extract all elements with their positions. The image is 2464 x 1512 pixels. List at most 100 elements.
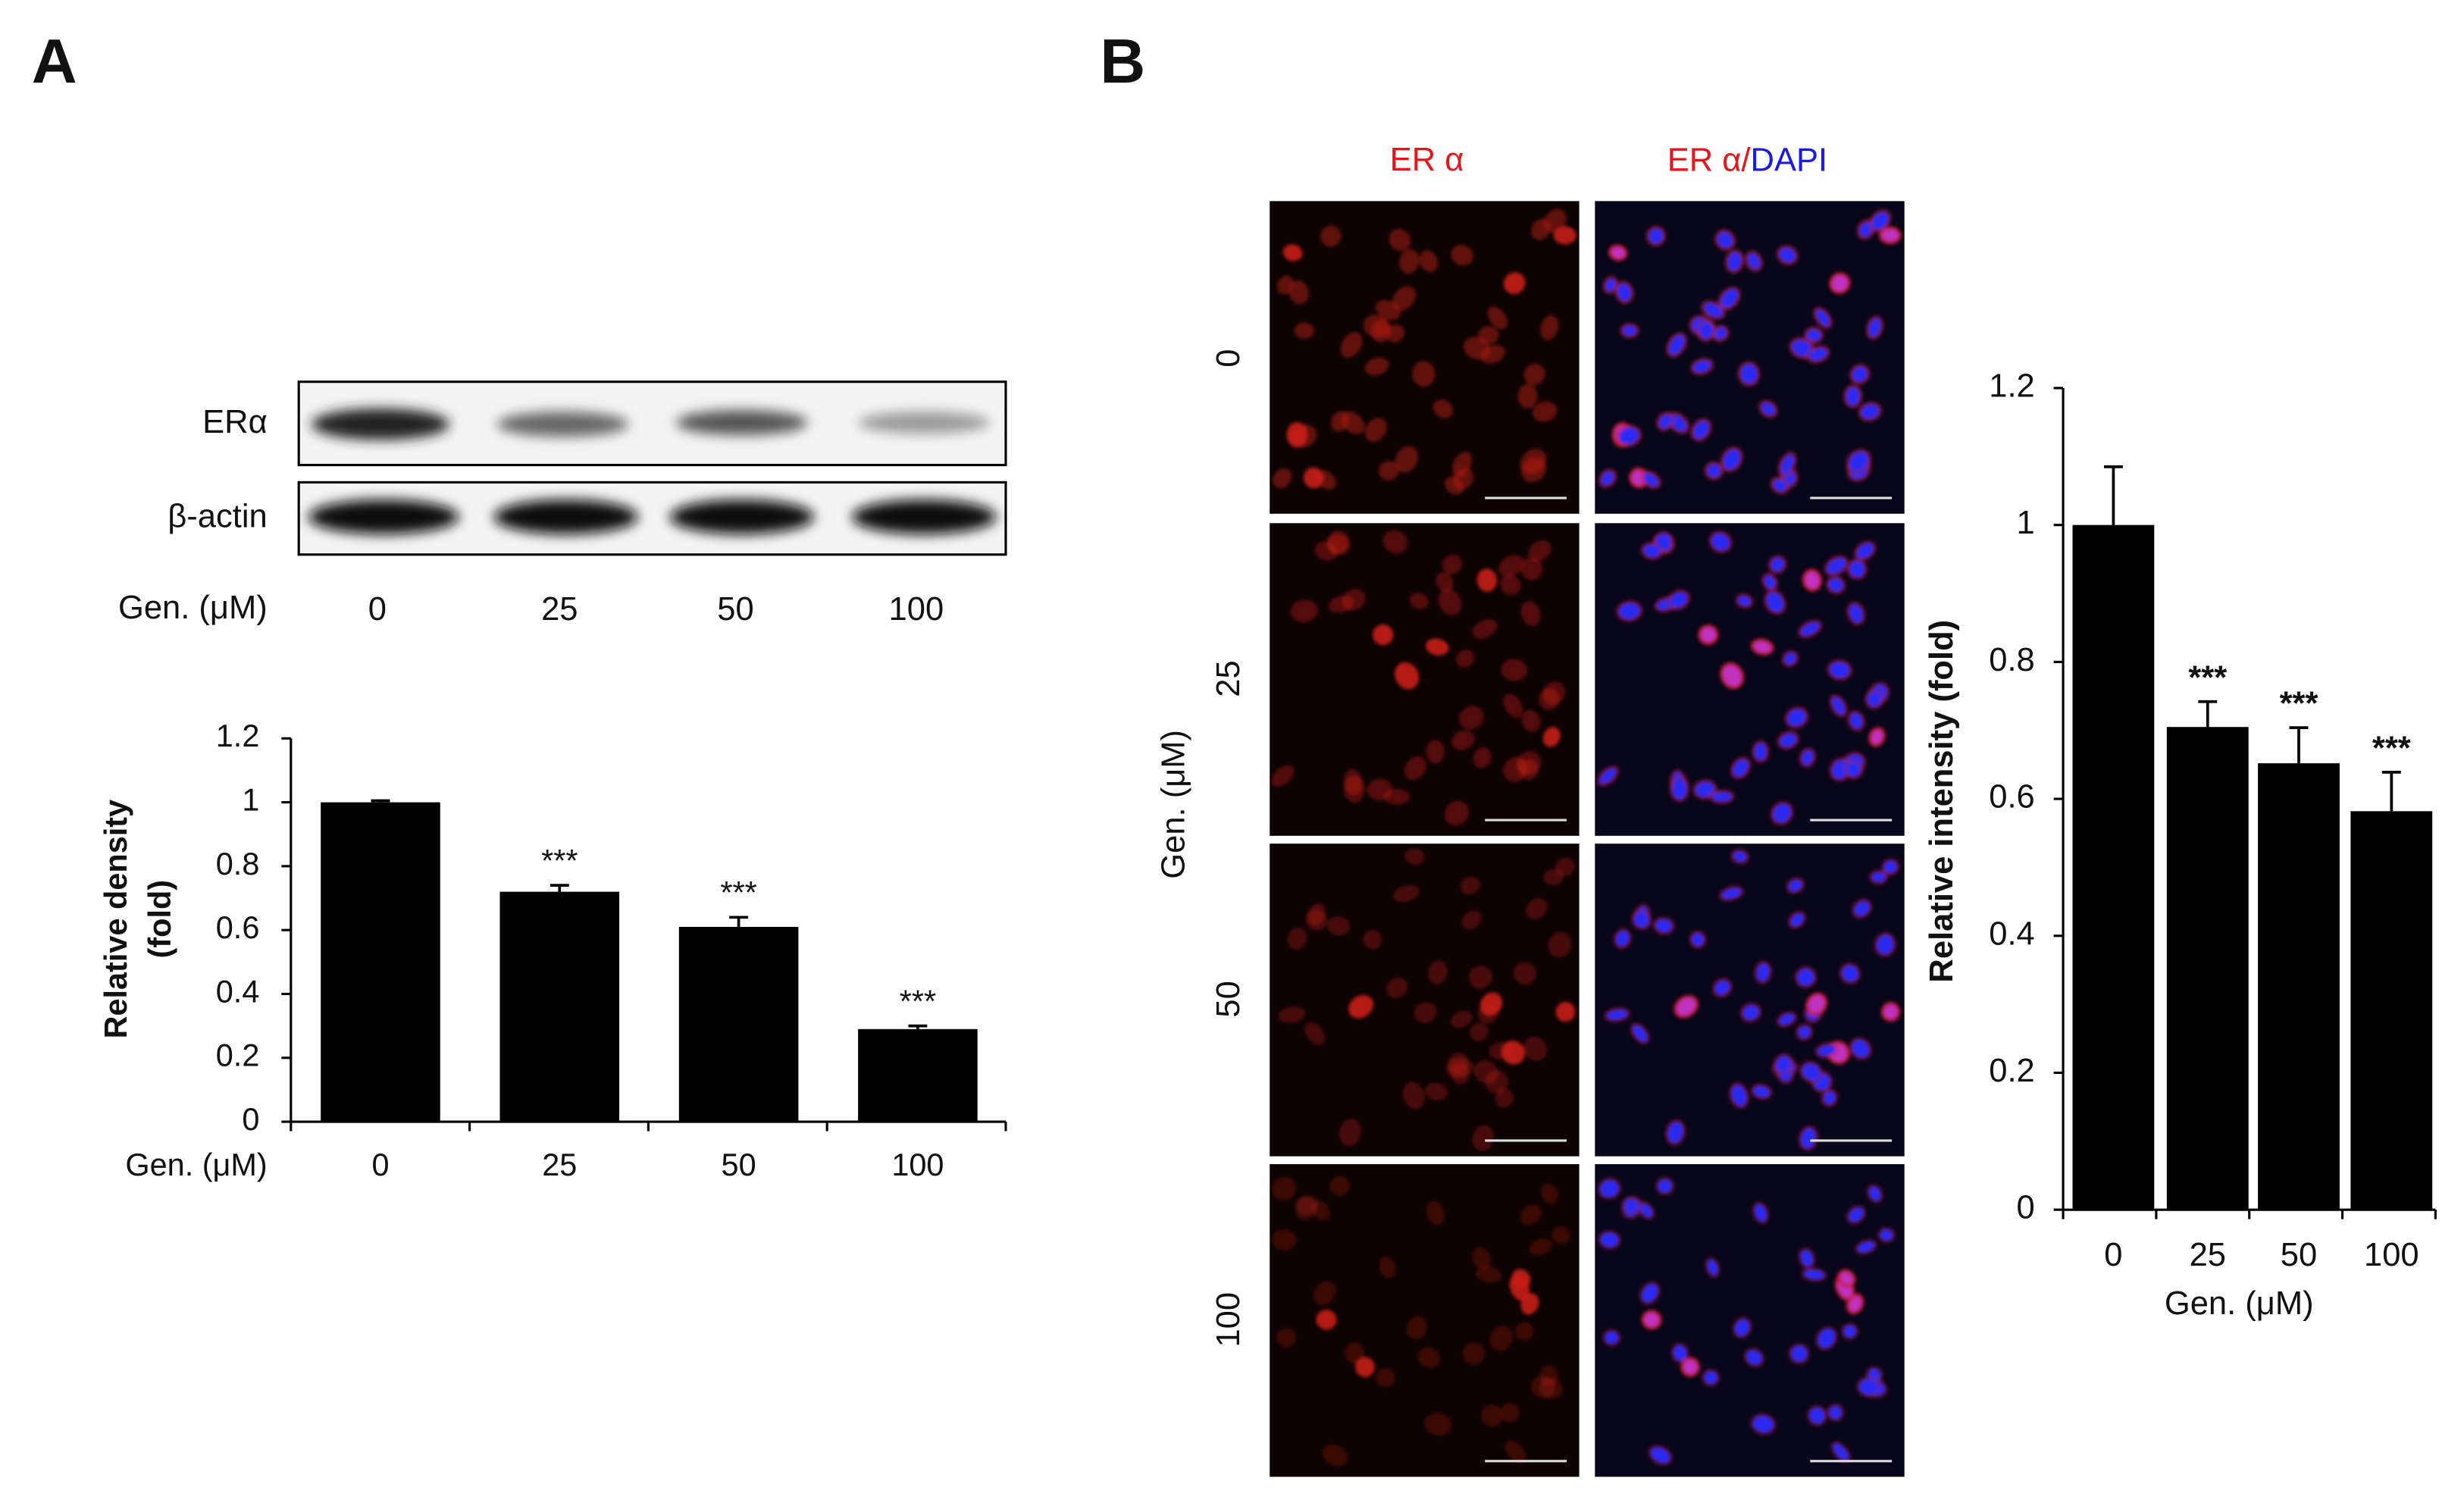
nucleus bbox=[1803, 1269, 1825, 1280]
significance: *** bbox=[2280, 686, 2318, 722]
x-axis-label: Gen. (μM) bbox=[2165, 1285, 2314, 1322]
nucleus bbox=[1858, 1379, 1878, 1395]
lane-label: 50 bbox=[717, 591, 753, 628]
red-stain bbox=[1320, 225, 1342, 247]
nucleus bbox=[1800, 1250, 1814, 1266]
cells bbox=[1596, 1175, 1896, 1467]
nucleus bbox=[1754, 743, 1767, 761]
nucleus bbox=[1605, 278, 1616, 292]
red-stain bbox=[1523, 363, 1545, 386]
red-stain bbox=[1540, 315, 1559, 340]
red-stain bbox=[1451, 730, 1475, 750]
y-tick-label: 0 bbox=[242, 1101, 259, 1137]
cells bbox=[1278, 848, 1576, 1152]
nucleus bbox=[1623, 1198, 1638, 1213]
error-bar bbox=[729, 916, 749, 927]
x-tick-label: 0 bbox=[371, 1147, 389, 1182]
micrograph bbox=[1595, 201, 1905, 514]
red-stain bbox=[1329, 1175, 1350, 1196]
nucleus bbox=[1756, 963, 1770, 981]
red-stain bbox=[1414, 1002, 1437, 1023]
red-stain bbox=[1445, 476, 1464, 495]
red-stain bbox=[1551, 1226, 1571, 1244]
significance: *** bbox=[2372, 730, 2411, 766]
column-label: ER α bbox=[1390, 142, 1464, 178]
red-stain bbox=[1504, 1440, 1527, 1464]
nucleus bbox=[1601, 471, 1614, 486]
band bbox=[669, 499, 815, 534]
red-stain bbox=[1404, 756, 1426, 781]
x-tick-label: 100 bbox=[891, 1147, 944, 1182]
y-tick-label: 1.2 bbox=[216, 718, 260, 753]
nucleus bbox=[1615, 931, 1630, 947]
red-stain bbox=[1278, 1006, 1306, 1023]
nucleus bbox=[1840, 1272, 1853, 1285]
red-stain bbox=[1532, 401, 1558, 422]
red-stain bbox=[1450, 1010, 1473, 1028]
nucleus bbox=[1861, 404, 1880, 419]
x-tick-label: 50 bbox=[722, 1147, 756, 1182]
error-bar bbox=[2103, 465, 2123, 525]
red-stain bbox=[1282, 244, 1303, 261]
nucleus bbox=[1849, 1207, 1864, 1222]
red-stain bbox=[1478, 326, 1499, 345]
red-stain bbox=[1479, 992, 1503, 1016]
cells bbox=[1598, 208, 1902, 495]
nucleus bbox=[1852, 1039, 1870, 1058]
red-stain bbox=[1326, 916, 1351, 936]
row-label: 0 bbox=[1210, 349, 1247, 368]
red-stain bbox=[1363, 929, 1382, 950]
nucleus bbox=[1823, 1091, 1836, 1105]
nucleus bbox=[1832, 275, 1848, 292]
red-stain bbox=[1452, 451, 1473, 477]
nucleus bbox=[1817, 1044, 1836, 1057]
red-stain bbox=[1314, 541, 1338, 561]
nucleus bbox=[1633, 1025, 1648, 1042]
y-tick-label: 0.6 bbox=[1989, 779, 2035, 815]
micrograph-bg bbox=[1270, 844, 1580, 1157]
x-axis-label: Gen. (μM) bbox=[125, 1147, 267, 1182]
bar bbox=[2258, 763, 2340, 1210]
band bbox=[496, 412, 629, 437]
red-stain bbox=[1489, 1041, 1514, 1060]
red-stain bbox=[1305, 909, 1327, 931]
blot-row-label: ERα bbox=[202, 404, 268, 440]
band bbox=[858, 412, 991, 434]
red-stain bbox=[1462, 1342, 1486, 1365]
nucleus bbox=[1806, 329, 1821, 342]
nucleus bbox=[1723, 449, 1741, 470]
red-stain bbox=[1424, 1412, 1452, 1436]
nucleus bbox=[1611, 247, 1625, 258]
red-stain bbox=[1395, 446, 1419, 473]
red-stain bbox=[1287, 927, 1307, 950]
cells bbox=[1596, 530, 1891, 826]
red-stain bbox=[1322, 1444, 1348, 1467]
row-label: 25 bbox=[1210, 660, 1247, 697]
red-stain bbox=[1290, 599, 1318, 623]
red-stain bbox=[1472, 1125, 1494, 1152]
nucleus bbox=[1764, 575, 1776, 590]
nucleus bbox=[1829, 662, 1850, 678]
red-stain bbox=[1426, 1201, 1445, 1226]
nucleus bbox=[1846, 387, 1860, 406]
x-tick-label: 100 bbox=[2364, 1237, 2419, 1273]
nucleus bbox=[1670, 592, 1688, 608]
nucleus bbox=[1622, 325, 1637, 336]
nucleus bbox=[1805, 571, 1820, 589]
blot-row-label: β-actin bbox=[168, 499, 267, 535]
red-stain bbox=[1436, 572, 1454, 593]
nucleus bbox=[1833, 1443, 1849, 1461]
nucleus bbox=[1780, 454, 1795, 474]
nucleus bbox=[1784, 653, 1796, 665]
nucleus bbox=[1617, 283, 1631, 302]
red-stain bbox=[1330, 411, 1350, 432]
nucleus bbox=[1723, 665, 1742, 687]
micrograph bbox=[1595, 523, 1905, 836]
red-stain bbox=[1543, 869, 1564, 885]
nucleus bbox=[1704, 302, 1724, 318]
nucleus bbox=[1766, 592, 1784, 612]
red-stain bbox=[1288, 280, 1310, 305]
red-stain bbox=[1475, 1266, 1503, 1283]
red-stain bbox=[1364, 357, 1389, 376]
panel-label: A bbox=[32, 26, 77, 96]
